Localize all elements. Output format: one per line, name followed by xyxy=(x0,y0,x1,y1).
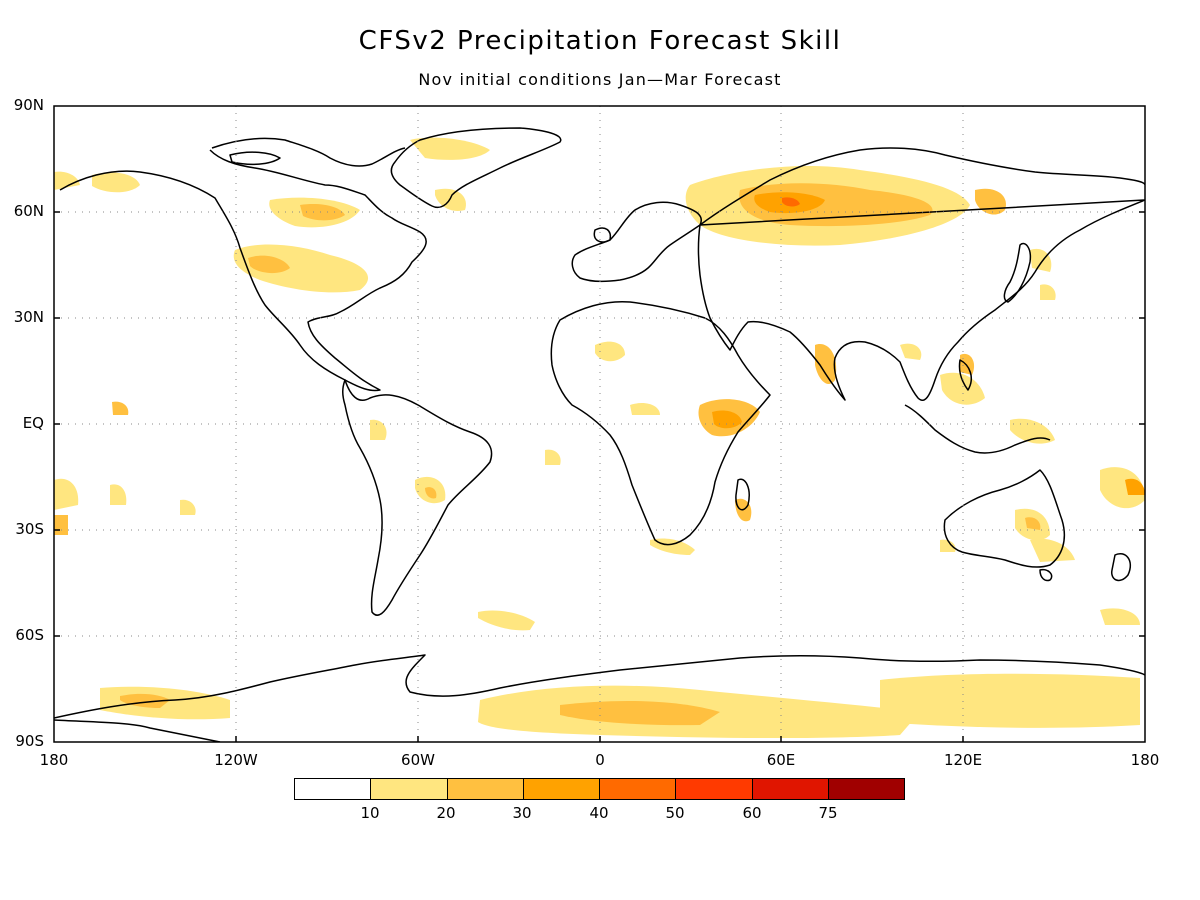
lon-label-180w: 180 xyxy=(39,751,69,769)
skill-shading xyxy=(54,137,1145,739)
colorbar-label: 40 xyxy=(589,804,609,822)
lon-label-60e: 60E xyxy=(766,751,796,769)
lon-label-180e: 180 xyxy=(1130,751,1160,769)
colorbar-label: 75 xyxy=(818,804,838,822)
lat-label-30s: 30S xyxy=(15,520,44,538)
lat-label-60s: 60S xyxy=(15,626,44,644)
lat-label-30n: 30N xyxy=(13,308,44,326)
colorbar-label: 10 xyxy=(360,804,380,822)
colorbar-swatch xyxy=(447,779,524,799)
lon-label-0: 0 xyxy=(595,751,605,769)
colorbar-label: 50 xyxy=(665,804,685,822)
lon-label-120e: 120E xyxy=(943,751,983,769)
map-subtitle: Nov initial conditions Jan—Mar Forecast xyxy=(418,70,782,89)
coastlines xyxy=(54,127,1145,742)
colorbar-swatch xyxy=(828,779,904,799)
map-title: CFSv2 Precipitation Forecast Skill xyxy=(358,26,842,56)
colorbar-label: 30 xyxy=(512,804,532,822)
colorbar-label: 20 xyxy=(436,804,456,822)
colorbar-swatch xyxy=(371,779,448,799)
lat-label-90s: 90S xyxy=(15,732,44,750)
lat-label-60n: 60N xyxy=(13,202,44,220)
lat-label-eq: EQ xyxy=(22,414,44,432)
colorbar-swatch xyxy=(600,779,677,799)
lat-label-90n: 90N xyxy=(13,96,44,114)
colorbar xyxy=(294,778,905,800)
colorbar-swatch xyxy=(523,779,600,799)
colorbar-swatch xyxy=(676,779,753,799)
map-frame xyxy=(53,105,1146,743)
colorbar-swatch xyxy=(752,779,829,799)
lon-label-120w: 120W xyxy=(214,751,258,769)
colorbar-label: 60 xyxy=(742,804,762,822)
lon-label-60w: 60W xyxy=(401,751,435,769)
colorbar-swatch xyxy=(295,779,372,799)
gridlines xyxy=(54,106,1145,742)
